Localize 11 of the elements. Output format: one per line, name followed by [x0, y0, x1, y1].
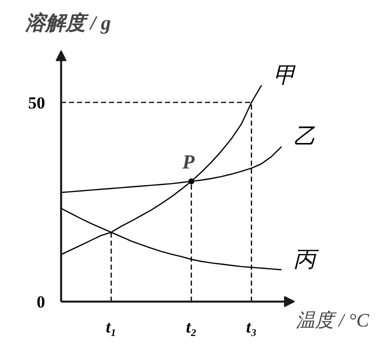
annotation: P — [181, 151, 196, 174]
x-tick-label: t₂ — [186, 318, 197, 337]
series-label: 丙 — [294, 246, 320, 272]
y-tick-label: 50 — [28, 93, 46, 112]
x-tick-label: t₃ — [246, 318, 257, 337]
series-label: 乙 — [294, 124, 316, 149]
y-tick-label: 0 — [36, 292, 46, 312]
x-axis-title: 温度 / °C — [296, 310, 370, 332]
x-tick-label: t₁ — [106, 318, 117, 337]
series-label: 甲 — [273, 62, 296, 88]
y-axis-title: 溶解度 / g — [24, 12, 111, 35]
